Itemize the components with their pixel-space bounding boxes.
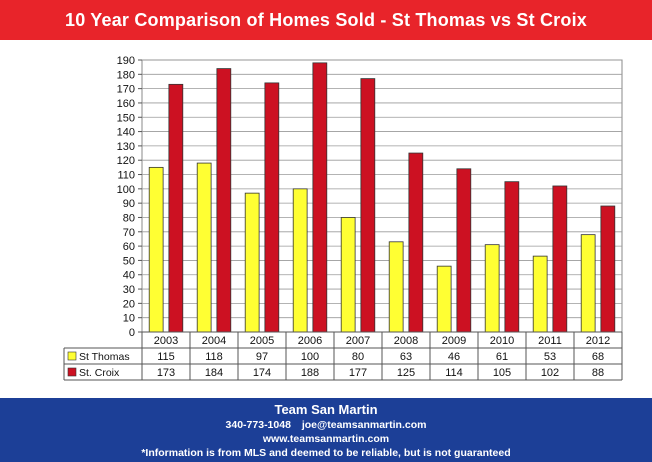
y-tick-label: 70 [123, 227, 135, 239]
bar-st-thomas [292, 188, 308, 333]
y-tick-label: 30 [123, 284, 135, 296]
bar-st-croix [216, 68, 232, 333]
y-tick-label: 90 [123, 198, 135, 210]
data-label: 184 [205, 367, 223, 379]
bar-st-croix [456, 168, 472, 333]
bar-st-croix [264, 82, 280, 333]
header-banner: 10 Year Comparison of Homes Sold - St Th… [0, 0, 652, 40]
legend-swatch [67, 351, 77, 361]
bar-st-croix [312, 62, 328, 333]
bar-st-thomas [484, 244, 500, 333]
x-tick-label: 2010 [490, 335, 514, 347]
x-tick-label: 2003 [154, 335, 178, 347]
team-name: Team San Martin [274, 402, 378, 417]
y-tick-label: 100 [117, 184, 135, 196]
bar-st-thomas [532, 255, 548, 333]
bar-st-croix [408, 152, 424, 333]
bar-st-thomas [148, 166, 164, 333]
x-tick-label: 2012 [586, 335, 610, 347]
bar-st-thomas [580, 234, 596, 333]
data-label: 105 [493, 367, 511, 379]
data-label: 125 [397, 367, 415, 379]
y-tick-label: 20 [123, 298, 135, 310]
disclaimer: *Information is from MLS and deemed to b… [141, 447, 511, 459]
bar-st-croix [552, 185, 568, 333]
y-tick-label: 120 [117, 155, 135, 167]
plot-area [141, 59, 623, 333]
footer-banner: Team San Martin 340-773-1048 joe@teamsan… [0, 398, 652, 462]
data-label: 88 [592, 367, 604, 379]
bar-st-thomas [436, 265, 452, 333]
data-label: 118 [205, 351, 223, 363]
legend-label: St Thomas [79, 351, 130, 363]
x-tick-label: 2005 [250, 335, 274, 347]
email-link[interactable]: joe@teamsanmartin.com [301, 419, 427, 431]
data-label: 53 [544, 351, 556, 363]
bar-chart: 0 10 20 30 40 50 60 70 80 90 100 110 120 130 140 150 160… [63, 55, 623, 381]
x-tick-label: 2008 [394, 335, 418, 347]
phone-number[interactable]: 340-773-1048 [225, 419, 291, 431]
y-tick-label: 150 [117, 112, 135, 124]
bar-st-croix [360, 78, 376, 333]
y-tick-label: 80 [123, 212, 135, 224]
data-label: 173 [157, 367, 175, 379]
contact-line: 340-773-1048 joe@teamsanmartin.com [0, 418, 652, 432]
data-label: 97 [256, 351, 268, 363]
chart-title: 10 Year Comparison of Homes Sold - St Th… [64, 9, 587, 30]
y-tick-label: 140 [117, 127, 135, 139]
website-link[interactable]: www.teamsanmartin.com [262, 433, 390, 445]
bar-st-thomas [388, 241, 404, 333]
data-label: 115 [157, 351, 175, 363]
data-label: 80 [352, 351, 364, 363]
y-tick-label: 190 [117, 55, 135, 67]
x-tick-label: 2006 [298, 335, 322, 347]
data-label: 100 [301, 351, 319, 363]
bar-st-croix [168, 83, 184, 333]
y-tick-label: 10 [123, 313, 135, 325]
data-label: 102 [541, 367, 559, 379]
bar-st-croix [600, 205, 616, 333]
y-tick-label: 0 [129, 327, 135, 339]
y-tick-label: 110 [117, 170, 135, 182]
legend-swatch [67, 367, 77, 377]
data-label: 114 [445, 367, 463, 379]
x-tick-label: 2009 [442, 335, 466, 347]
y-tick-label: 40 [123, 270, 135, 282]
bar-st-croix [504, 181, 520, 333]
data-label: 46 [448, 351, 460, 363]
chart-area: 0 10 20 30 40 50 60 70 80 90 100 110 120 130 140 150 160… [62, 52, 628, 396]
bar-st-thomas [244, 192, 260, 333]
data-label: 188 [301, 367, 319, 379]
bar-st-thomas [340, 217, 356, 333]
data-label: 63 [400, 351, 412, 363]
data-label: 177 [349, 367, 367, 379]
y-tick-label: 170 [117, 84, 135, 96]
data-label: 61 [496, 351, 508, 363]
legend-label: St. Croix [79, 367, 120, 379]
x-tick-label: 2007 [346, 335, 370, 347]
y-tick-label: 130 [117, 141, 135, 153]
data-label: 68 [592, 351, 604, 363]
y-tick-label: 180 [117, 69, 135, 81]
x-tick-label: 2011 [538, 335, 562, 347]
y-tick-label: 50 [123, 255, 135, 267]
data-label: 174 [253, 367, 271, 379]
bar-st-thomas [196, 162, 212, 333]
x-tick-label: 2004 [202, 335, 226, 347]
y-tick-label: 160 [117, 98, 135, 110]
y-tick-label: 60 [123, 241, 135, 253]
